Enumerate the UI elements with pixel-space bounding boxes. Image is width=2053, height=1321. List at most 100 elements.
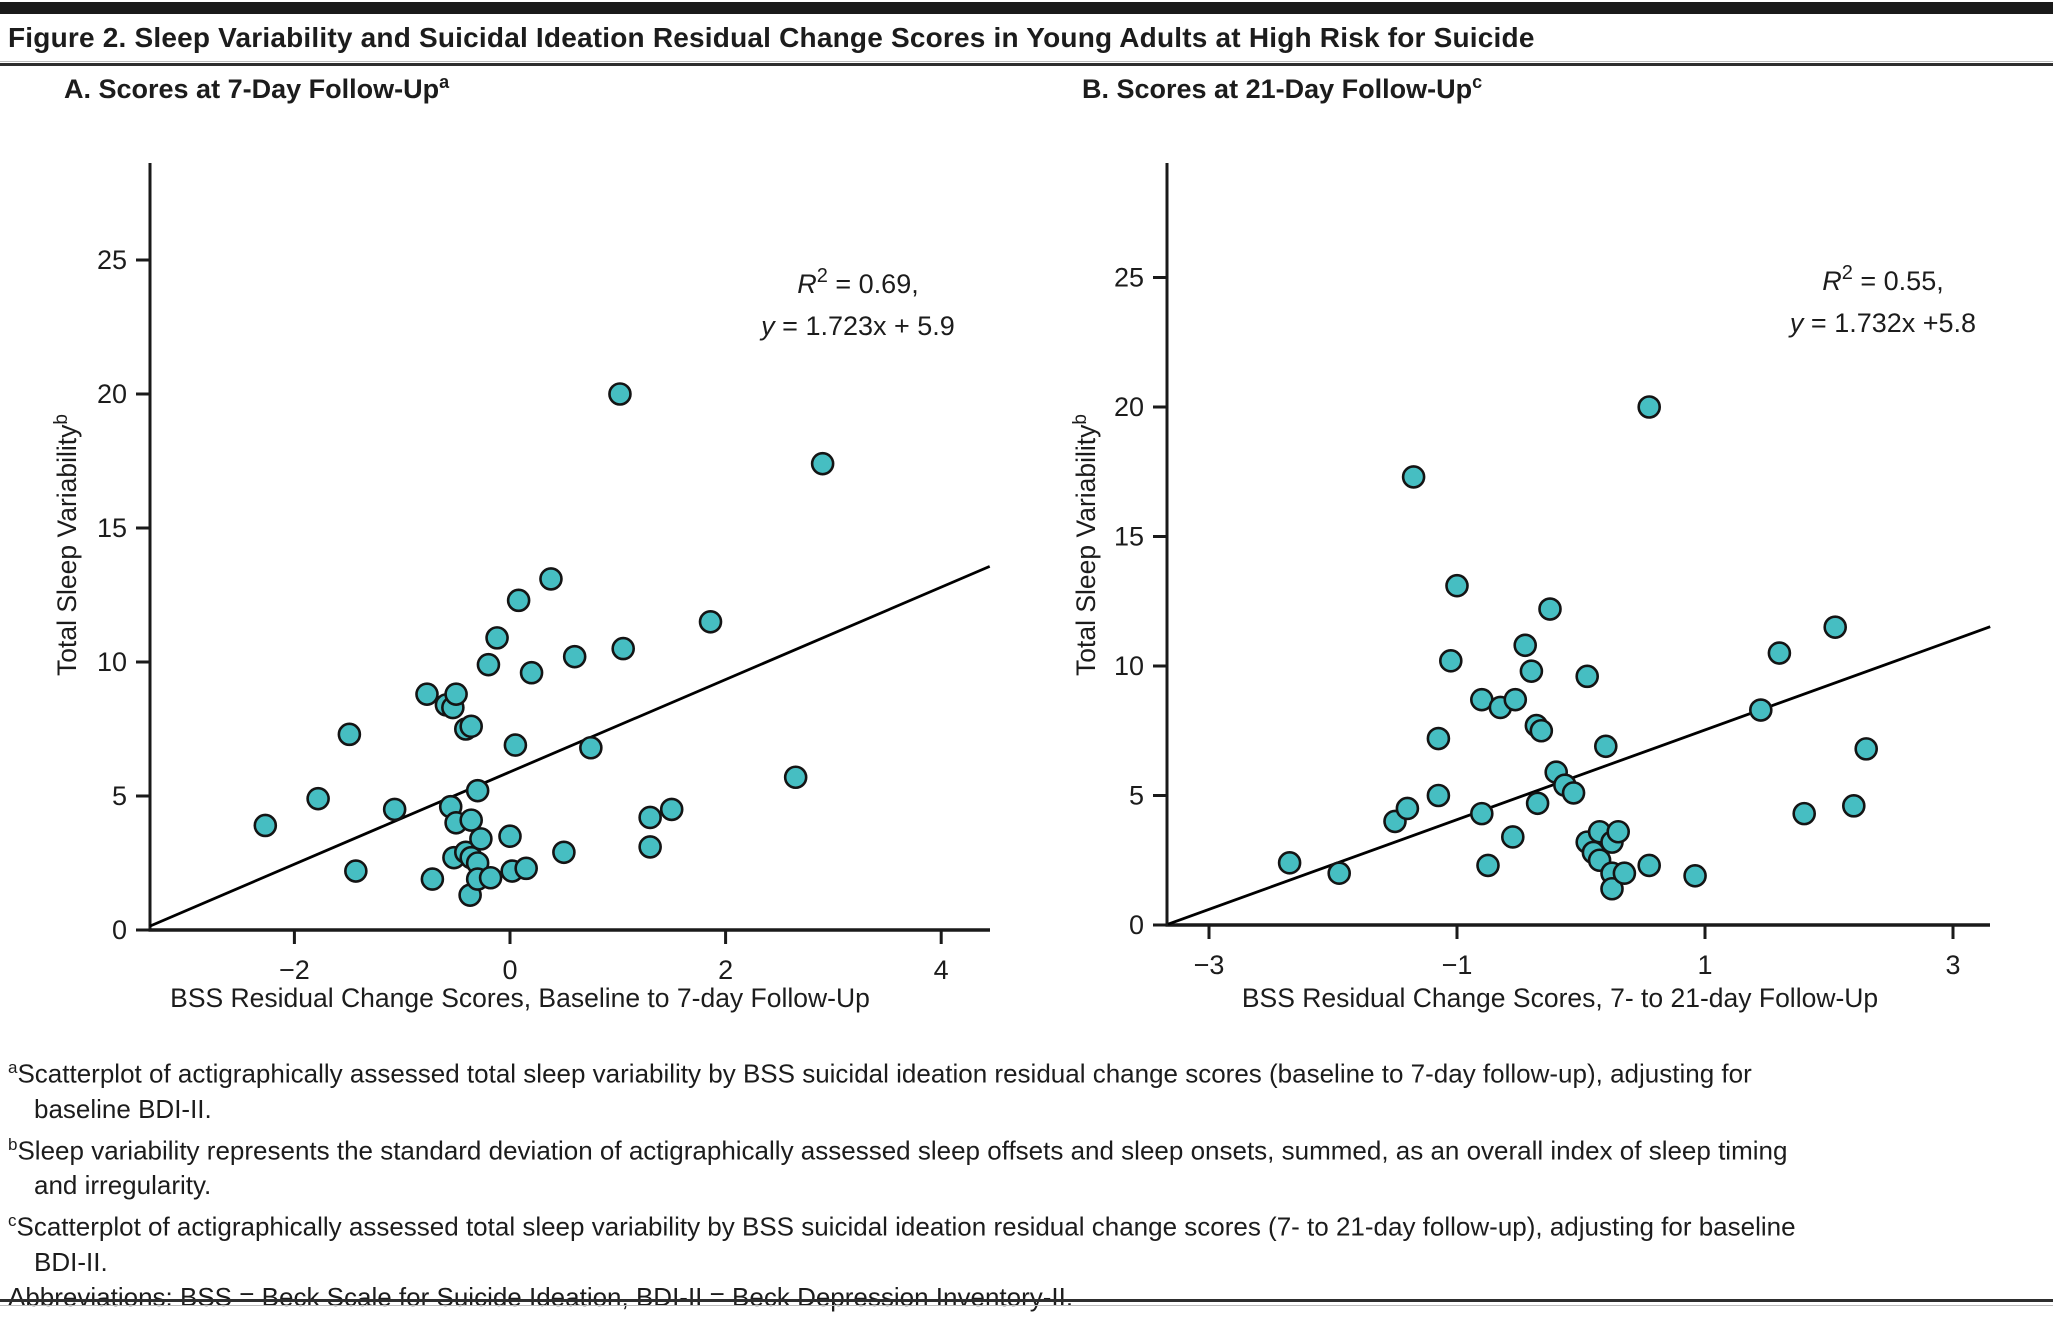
equation-annotation: y = 1.723x + 5.9 xyxy=(759,311,955,341)
scatter-point xyxy=(1395,796,1420,821)
scatter-point xyxy=(469,827,493,851)
y-tick-label: 0 xyxy=(1129,910,1144,940)
scatter-point xyxy=(1438,649,1463,673)
x-tick-label: −1 xyxy=(1442,950,1473,980)
scatter-point xyxy=(611,636,635,661)
footnote-line-continuation: and irregularity. xyxy=(34,1170,212,1201)
x-tick-label: −2 xyxy=(279,955,310,985)
scatter-point xyxy=(1519,659,1544,683)
scatter-point xyxy=(503,733,528,757)
panel-a-title: A. Scores at 7-Day Follow-Upa xyxy=(64,72,449,105)
scatter-point xyxy=(1606,819,1631,844)
scatter-point xyxy=(506,588,531,613)
scatterplot-panel-b: −3 −1 1 3 0 5 10 15 20 25 R2 = 0.55, y = 1.732x +5.… xyxy=(1070,163,1991,1013)
x-tick-label: 4 xyxy=(934,955,949,985)
x-tick-label: 2 xyxy=(718,955,733,985)
r-squared-annotation: R2 = 0.69, xyxy=(797,265,918,299)
footnote-line: cScatterplot of actigraphically assessed… xyxy=(8,1211,1796,1242)
panel-b-title-superscript: c xyxy=(1472,72,1483,92)
scatter-point xyxy=(465,778,490,803)
x-axis-label: BSS Residual Change Scores, Baseline to … xyxy=(170,983,870,1013)
scatter-point xyxy=(1503,687,1528,712)
header-rule-light xyxy=(0,61,2053,62)
x-axis-label: BSS Residual Change Scores, 7- to 21-day… xyxy=(1242,983,1878,1013)
scatter-point xyxy=(638,835,662,859)
header-rule-dark xyxy=(0,63,2053,66)
y-tick-label: 20 xyxy=(97,379,127,409)
footnote-line: bSleep variability represents the standa… xyxy=(8,1134,1788,1166)
scatter-point xyxy=(659,797,684,822)
footnote-line: Abbreviations: BSS = Beck Scale for Suic… xyxy=(8,1281,1074,1312)
scatter-point xyxy=(476,652,501,677)
footnote-marker: b xyxy=(8,1134,18,1154)
scatter-point xyxy=(1529,718,1554,743)
y-tick-label: 10 xyxy=(97,647,127,677)
scatter-point xyxy=(382,797,407,822)
scatter-point xyxy=(1767,641,1792,665)
regression-line xyxy=(149,565,991,928)
footer-rule-light xyxy=(0,1305,2053,1306)
scatter-point xyxy=(253,813,278,838)
x-tick-label: 0 xyxy=(502,955,517,985)
scatter-point xyxy=(1561,781,1586,805)
scatter-point xyxy=(1637,395,1662,419)
footnotes: aScatterplot of actigraphically assessed… xyxy=(8,1050,2043,1315)
scatter-point xyxy=(638,805,662,830)
scatter-point xyxy=(1277,851,1302,875)
scatter-point xyxy=(1600,876,1624,901)
scatter-point xyxy=(1637,853,1662,878)
scatter-point xyxy=(478,865,503,890)
panel-b-title-text: B. Scores at 21-Day Follow-Up xyxy=(1082,74,1473,104)
scatter-point xyxy=(579,735,603,760)
footnote-marker: a xyxy=(8,1058,18,1077)
scatter-point xyxy=(306,786,330,811)
y-tick-label: 15 xyxy=(1114,522,1144,552)
panel-b-title: B. Scores at 21-Day Follow-Upc xyxy=(1082,72,1482,105)
scatterplot-panel-a: −2 0 2 4 0 5 10 15 20 25 R2 = 0.69, y = 1.723x + 5.… xyxy=(51,163,991,1013)
scatter-point xyxy=(459,714,483,739)
y-axis-label: Total Sleep Variabilityb xyxy=(1070,414,1101,676)
scatter-point xyxy=(1445,573,1469,598)
scatter-point xyxy=(420,867,445,891)
footnote-line: aScatterplot of actigraphically assessed… xyxy=(8,1058,1752,1089)
y-tick-label: 25 xyxy=(97,245,127,275)
x-tick-label: −3 xyxy=(1194,950,1225,980)
scatter-point xyxy=(459,808,483,832)
scatter-point xyxy=(1476,853,1500,878)
scatter-point xyxy=(1575,664,1600,689)
scatter-point xyxy=(498,824,522,849)
footnote: aScatterplot of actigraphically assessed… xyxy=(8,1050,2043,1127)
scatter-point xyxy=(1792,801,1817,826)
scatter-point xyxy=(1401,465,1426,489)
y-tick-label: 0 xyxy=(112,915,127,945)
scatter-point xyxy=(1854,737,1879,761)
footnote-line-continuation: baseline BDI-II. xyxy=(34,1093,212,1124)
regression-line xyxy=(1167,625,1991,926)
scatter-point xyxy=(1426,783,1451,808)
scatter-point xyxy=(1748,698,1773,722)
scatter-point xyxy=(1469,801,1494,826)
scatter-point xyxy=(698,609,723,634)
scatter-point xyxy=(1593,734,1618,759)
scatter-point xyxy=(514,856,538,881)
r-squared-annotation: R2 = 0.55, xyxy=(1822,262,1943,296)
scatter-point xyxy=(1426,726,1451,751)
top-rule-bar xyxy=(0,2,2053,14)
scatter-point xyxy=(485,626,509,650)
y-tick-label: 20 xyxy=(1114,392,1144,422)
equation-annotation: y = 1.732x +5.8 xyxy=(1788,308,1976,338)
scatter-point xyxy=(1525,791,1550,816)
scatter-point xyxy=(1327,861,1352,886)
panel-a-title-text: A. Scores at 7-Day Follow-Up xyxy=(64,74,440,104)
y-tick-label: 5 xyxy=(1129,781,1144,811)
scatter-point xyxy=(1513,633,1538,658)
footnote-marker: c xyxy=(8,1211,17,1231)
scatter-point xyxy=(608,382,632,406)
scatter-point xyxy=(1683,863,1707,888)
footer-rule-dark xyxy=(0,1299,2053,1302)
scatter-point xyxy=(1823,615,1848,639)
figure-title: Figure 2. Sleep Variability and Suicidal… xyxy=(8,22,1535,53)
scatter-point xyxy=(344,859,368,883)
scatter-point xyxy=(562,644,587,669)
scatter-point xyxy=(444,682,468,706)
